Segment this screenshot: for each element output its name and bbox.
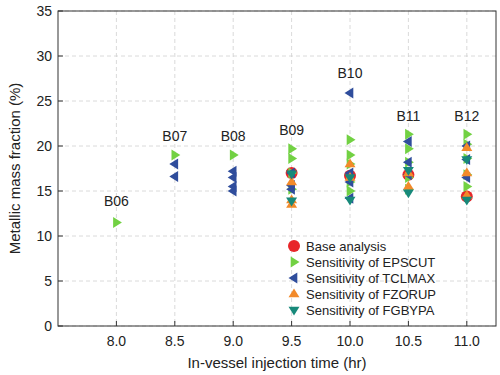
grid-line xyxy=(58,146,496,147)
point xyxy=(113,217,122,228)
legend-label: Sensitivity of TCLMAX xyxy=(306,271,435,286)
legend-marker xyxy=(289,289,300,298)
point xyxy=(286,198,297,207)
legend-label: Base analysis xyxy=(306,239,387,254)
legend-label: Sensitivity of EPSCUT xyxy=(306,255,435,270)
legend-marker xyxy=(291,257,300,268)
annotation: B11 xyxy=(396,108,420,124)
point xyxy=(347,150,356,161)
point xyxy=(403,181,414,190)
legend-marker xyxy=(288,240,300,252)
y-tick-label: 35 xyxy=(36,3,52,19)
grid-line xyxy=(58,101,496,102)
point xyxy=(169,171,178,182)
y-tick xyxy=(58,101,63,102)
y-tick xyxy=(58,191,63,192)
point xyxy=(169,159,178,170)
y-tick-label: 30 xyxy=(36,48,52,64)
y-tick xyxy=(58,11,63,12)
point xyxy=(461,156,472,165)
point xyxy=(345,197,356,206)
point xyxy=(345,87,354,98)
point xyxy=(345,174,356,183)
y-tick-label: 0 xyxy=(44,318,52,334)
x-tick-label: 8.0 xyxy=(107,333,127,349)
point xyxy=(403,190,414,199)
annotation: B06 xyxy=(104,193,129,209)
x-tick-label: 9.0 xyxy=(223,333,243,349)
x-tick xyxy=(350,321,351,326)
point xyxy=(464,181,473,192)
y-tick xyxy=(58,236,63,237)
point xyxy=(461,197,472,206)
x-tick xyxy=(174,321,175,326)
point xyxy=(230,150,239,161)
point xyxy=(286,184,295,195)
grid-line xyxy=(174,11,175,326)
grid-line xyxy=(58,236,496,237)
point xyxy=(228,186,237,197)
point xyxy=(286,167,298,179)
y-tick xyxy=(58,146,63,147)
y-tick-label: 15 xyxy=(36,183,52,199)
legend-marker xyxy=(289,307,300,316)
y-tick xyxy=(58,281,63,282)
legend-marker xyxy=(289,273,298,284)
point xyxy=(403,168,414,177)
x-tick xyxy=(233,321,234,326)
background xyxy=(0,0,500,375)
x-tick-label: 10.5 xyxy=(395,333,422,349)
grid-line xyxy=(58,191,496,192)
series xyxy=(286,156,472,206)
series xyxy=(113,129,472,228)
point xyxy=(403,136,412,147)
grid-line xyxy=(58,56,496,57)
x-tick xyxy=(116,321,117,326)
grid xyxy=(58,11,496,326)
point xyxy=(461,142,472,151)
legend: Base analysisSensitivity of EPSCUTSensit… xyxy=(288,239,436,318)
y-tick-label: 10 xyxy=(36,228,52,244)
plot-frame xyxy=(58,11,496,326)
y-tick xyxy=(58,56,63,57)
point xyxy=(172,150,181,161)
y-axis-label: Metallic mass fraction (%) xyxy=(6,83,23,255)
y-tick-label: 25 xyxy=(36,93,52,109)
x-axis-label: In-vessel injection time (hr) xyxy=(187,354,366,371)
x-tick-label: 9.5 xyxy=(282,333,302,349)
point xyxy=(286,171,297,180)
annotation: B10 xyxy=(338,65,363,81)
annotation: B12 xyxy=(454,108,479,124)
series xyxy=(286,142,472,208)
point xyxy=(288,143,297,154)
series xyxy=(169,87,470,203)
y-tick-label: 20 xyxy=(36,138,52,154)
legend-label: Sensitivity of FZORUP xyxy=(306,287,436,302)
x-tick-label: 11.0 xyxy=(454,333,480,349)
chart: 8.0 8.5 9.0 9.5 10.0 10.5 11.0 0 5 10 15 20 25 30 35 In… xyxy=(0,0,500,375)
point xyxy=(403,167,414,176)
point xyxy=(345,159,356,168)
point xyxy=(403,157,412,168)
x-tick-label: 10.0 xyxy=(336,333,363,349)
series xyxy=(286,167,473,202)
point xyxy=(228,172,237,183)
x-tick xyxy=(291,321,292,326)
annotation: B09 xyxy=(279,122,304,138)
annotation: B08 xyxy=(221,128,246,144)
y-tick xyxy=(58,326,63,327)
point xyxy=(347,134,356,145)
legend-label: Sensitivity of FGBYPA xyxy=(306,303,435,318)
point xyxy=(461,168,472,177)
point xyxy=(288,153,297,164)
data-points xyxy=(113,87,473,228)
point xyxy=(464,129,473,140)
y-tick-label: 5 xyxy=(44,273,52,289)
x-tick xyxy=(466,321,467,326)
x-tick-label: 8.5 xyxy=(165,333,185,349)
grid-line xyxy=(116,11,117,326)
annotation: B07 xyxy=(162,128,187,144)
x-tick xyxy=(408,321,409,326)
